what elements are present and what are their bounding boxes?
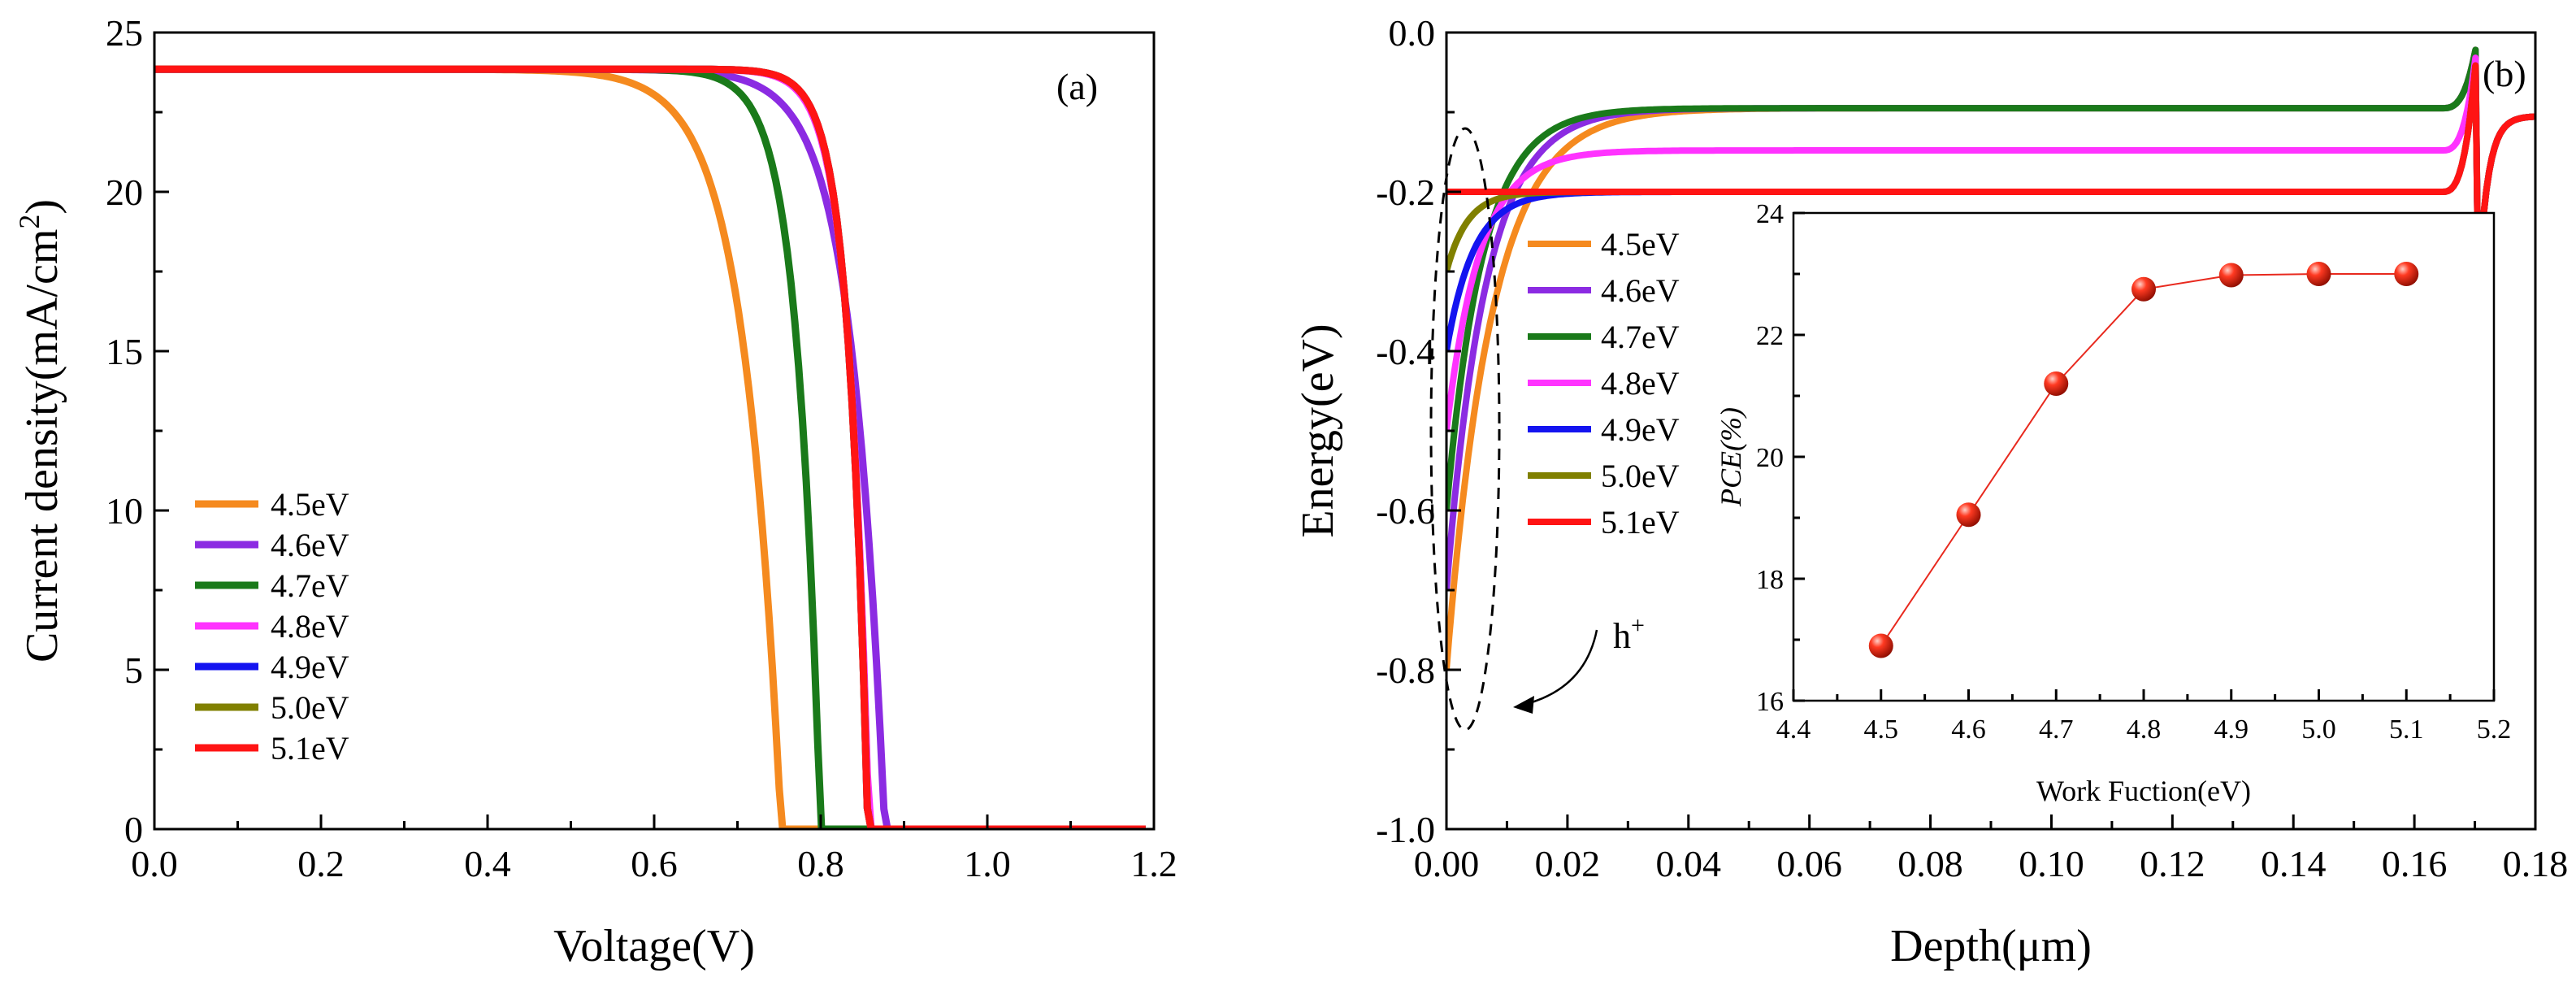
- panel-a-xtick-label: 1.0: [964, 843, 1011, 884]
- legend-b-label-4-5ev: 4.5eV: [1601, 226, 1680, 263]
- legend-b-label-5-1ev: 5.1eV: [1601, 504, 1680, 541]
- panel-a-series: [154, 65, 1146, 829]
- inset-point-5: [2306, 262, 2331, 286]
- panel-a-ylabel-sup: 2: [13, 215, 46, 229]
- hole-annotation-main: h: [1613, 616, 1631, 656]
- inset-plot: [1868, 262, 2419, 658]
- panel-a-jv-chart: 0.0 0.2 0.4 0.6 0.8 1.0 1.2 0 5 10 15 20 25 (a) Volt…: [13, 12, 1177, 971]
- panel-b-xtick-label: 0.10: [2019, 843, 2084, 884]
- panel-b-ytick-label: -0.2: [1376, 172, 1435, 213]
- energy-curve-5-1ev: [1446, 62, 2535, 293]
- panel-a-xtick-label: 0.8: [797, 843, 844, 884]
- legend-b-label-4-7ev: 4.7eV: [1601, 319, 1680, 355]
- legend-a-label-4-9ev: 4.9eV: [271, 649, 349, 685]
- panel-b-ylabel: Energy(eV): [1293, 324, 1343, 537]
- legend-b-label-4-9ev: 4.9eV: [1601, 411, 1680, 448]
- inset-point-5-1: [2394, 262, 2419, 286]
- panel-a-ticks: 0.0 0.2 0.4 0.6 0.8 1.0 1.2 0 5 10 15 20 25: [106, 12, 1177, 884]
- legend-b-label-5-0ev: 5.0eV: [1601, 458, 1680, 494]
- inset-xtick-label: 4.7: [2039, 715, 2074, 745]
- legend-a-label-4-5ev: 4.5eV: [271, 486, 349, 523]
- panel-a-xlabel: Voltage(V): [553, 921, 755, 971]
- inset-ylabel: PCE(%): [1715, 407, 1747, 507]
- inset-ytick-label: 16: [1756, 687, 1784, 717]
- inset-point-4-5: [1868, 633, 1893, 658]
- inset-point-4-9: [2218, 263, 2244, 288]
- legend-a-label-4-6ev: 4.6eV: [271, 527, 349, 563]
- inset-xtick-label: 4.8: [2127, 715, 2162, 745]
- panel-b-xtick-label: 0.02: [1535, 843, 1601, 884]
- panel-b-ytick-label: -0.8: [1376, 649, 1435, 691]
- inset-xtick-label: 5.1: [2389, 715, 2424, 745]
- panel-b-xtick-label: 0.08: [1897, 843, 1963, 884]
- panel-b-series: [1446, 46, 2535, 671]
- inset-pce-chart: 4.4 4.5 4.6 4.7 4.8 4.9 5.0 5.1 5.2 16 18 20 22 24 Wo…: [1715, 199, 2511, 807]
- panel-a-ylabel-main: Current density(mA/cm: [17, 229, 67, 662]
- panel-a-ytick-label: 20: [106, 172, 143, 213]
- jv-curve-5-1ev: [154, 65, 1146, 829]
- panel-b-xtick-label: 0.18: [2503, 843, 2569, 884]
- inset-ytick-label: 22: [1756, 321, 1784, 351]
- panel-a-xtick-label: 0.2: [297, 843, 345, 884]
- legend-a-label-4-8ev: 4.8eV: [271, 608, 349, 645]
- hole-arrow: [1519, 629, 1598, 707]
- inset-ytick-label: 20: [1756, 443, 1784, 473]
- inset-xtick-label: 4.6: [1951, 715, 1986, 745]
- highlight-ellipse: [1429, 127, 1501, 732]
- inset-xtick-label: 5.2: [2477, 715, 2512, 745]
- panel-b-xtick-label: 0.04: [1656, 843, 1722, 884]
- panel-b-ytick-label: -1.0: [1376, 809, 1435, 850]
- inset-ytick-label: 18: [1756, 565, 1784, 595]
- panel-b-xlabel: Depth(μm): [1890, 921, 2092, 971]
- panel-b-xtick-label: 0.16: [2382, 843, 2448, 884]
- legend-b-label-4-6ev: 4.6eV: [1601, 272, 1680, 309]
- panel-a-xtick-label: 1.2: [1130, 843, 1177, 884]
- panel-b-xtick-label: 0.14: [2261, 843, 2327, 884]
- panel-b-ytick-label: 0.0: [1389, 12, 1436, 54]
- hole-annotation-sup: +: [1631, 612, 1645, 639]
- panel-b-xtick-label: 0.06: [1776, 843, 1842, 884]
- panel-a-xtick-label: 0.4: [464, 843, 511, 884]
- inset-ytick-label: 24: [1756, 199, 1784, 229]
- inset-point-4-8: [2131, 276, 2156, 302]
- panel-b-label: (b): [2483, 53, 2526, 94]
- energy-curve-4-7ev: [1446, 46, 2535, 511]
- panel-a-xtick-label: 0.0: [131, 843, 178, 884]
- panel-a-legend: 4.5eV 4.6eV 4.7eV 4.8eV 4.9eV 5.0eV 5.1eV: [195, 486, 349, 767]
- legend-b-label-4-8ev: 4.8eV: [1601, 365, 1680, 402]
- hole-annotation: h+: [1613, 612, 1645, 656]
- panel-b-legend: 4.5eV 4.6eV 4.7eV 4.8eV 4.9eV 5.0eV 5.1eV: [1528, 226, 1680, 541]
- inset-xlabel: Work Fuction(eV): [2036, 775, 2251, 807]
- inset-xtick-label: 5.0: [2301, 715, 2336, 745]
- legend-a-label-5-0ev: 5.0eV: [271, 689, 349, 726]
- panel-b-xtick-label: 0.00: [1414, 843, 1480, 884]
- panel-b-ytick-label: -0.4: [1376, 331, 1435, 372]
- inset-xtick-label: 4.9: [2214, 715, 2249, 745]
- panel-a-ylabel: Current density(mA/cm2): [13, 199, 67, 662]
- inset-point-4-6: [1956, 502, 1981, 528]
- panel-a-ytick-label: 15: [106, 331, 143, 372]
- panel-a-label: (a): [1056, 66, 1098, 107]
- panel-a-ytick-label: 5: [124, 649, 143, 691]
- panel-a-ytick-label: 10: [106, 490, 143, 532]
- panel-b-ticks: 0.00 0.02 0.04 0.06 0.08 0.10 0.12 0.14 0.16 0.18…: [1376, 12, 2568, 884]
- panel-b-ytick-label: -0.6: [1376, 490, 1435, 532]
- legend-a-label-4-7ev: 4.7eV: [271, 567, 349, 604]
- panel-a-xtick-label: 0.6: [631, 843, 678, 884]
- panel-a-ytick-label: 0: [124, 809, 143, 850]
- panel-a-ylabel-close: ): [17, 199, 67, 215]
- inset-xtick-label: 4.4: [1776, 715, 1811, 745]
- inset-xtick-label: 4.5: [1864, 715, 1899, 745]
- panel-b-xtick-label: 0.12: [2140, 843, 2205, 884]
- inset-ticks: 4.4 4.5 4.6 4.7 4.8 4.9 5.0 5.1 5.2 16 18 20 22 24: [1756, 199, 2511, 745]
- hole-arrow-head: [1513, 696, 1534, 714]
- inset-point-4-7: [2044, 371, 2069, 396]
- energy-curve-4-8ev: [1446, 54, 2535, 432]
- panel-a-ytick-label: 25: [106, 12, 143, 54]
- legend-a-label-5-1ev: 5.1eV: [271, 730, 349, 767]
- panel-b-energy-chart: 0.00 0.02 0.04 0.06 0.08 0.10 0.12 0.14 0.16 0.18…: [1293, 12, 2568, 971]
